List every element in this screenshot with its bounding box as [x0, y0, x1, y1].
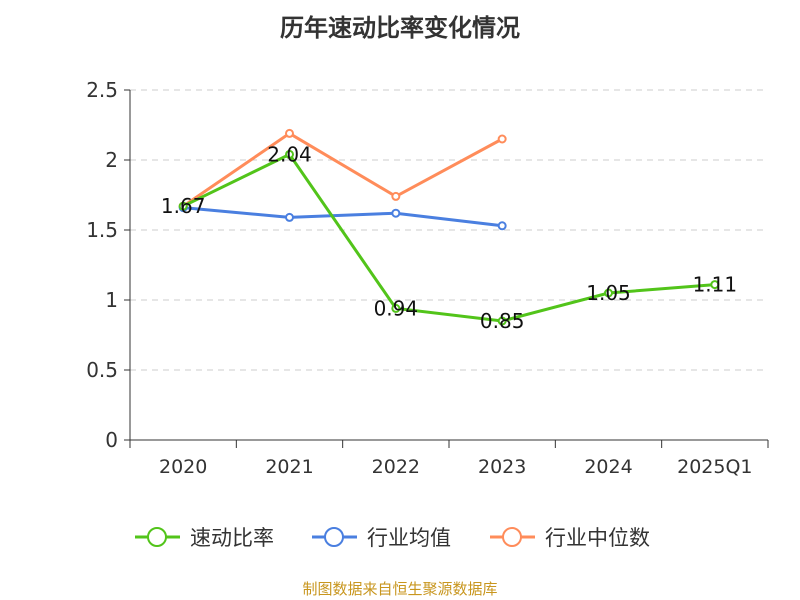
data-point [285, 149, 294, 159]
data-point [391, 191, 401, 201]
data-point [391, 303, 401, 313]
data-label: 1.11 [693, 273, 738, 297]
legend-marker [147, 527, 167, 547]
data-point [497, 134, 507, 144]
data-point [497, 221, 507, 231]
x-tick-label: 2021 [265, 456, 313, 478]
data-point [391, 208, 401, 218]
y-tick-label: 1 [105, 288, 118, 312]
legend-label: 行业中位数 [545, 526, 650, 550]
chart-title: 历年速动比率变化情况 [280, 14, 520, 42]
y-tick-label: 0.5 [86, 358, 118, 382]
legend-label: 行业均值 [367, 526, 451, 550]
data-point [497, 316, 507, 326]
legend-marker [502, 527, 522, 547]
data-label: 1.67 [161, 194, 206, 218]
data-label: 0.85 [480, 309, 525, 333]
y-tick-label: 2 [105, 148, 118, 172]
data-point [285, 128, 294, 138]
series-line-2 [182, 131, 503, 208]
data-label: 0.94 [374, 296, 419, 320]
data-point [285, 212, 294, 222]
y-tick-label: 0 [105, 428, 118, 452]
x-tick-label: 2022 [372, 456, 420, 478]
source-footer: 制图数据来自恒生聚源数据库 [302, 580, 498, 598]
x-tick-label: 2024 [584, 456, 632, 478]
data-point [710, 280, 720, 290]
data-label: 1.05 [586, 281, 631, 305]
data-point [604, 288, 613, 298]
series-line-1 [183, 206, 503, 228]
x-tick-label: 2023 [478, 456, 526, 478]
series-line-0 [182, 152, 715, 323]
x-tick-label: 2025Q1 [677, 456, 752, 478]
legend-marker [324, 527, 344, 547]
y-tick-label: 2.5 [86, 78, 118, 102]
legend-label: 速动比率 [190, 526, 274, 550]
x-tick-label: 2020 [159, 456, 207, 478]
data-label: 2.04 [267, 142, 312, 166]
data-point [178, 201, 188, 211]
y-tick-label: 1.5 [86, 218, 118, 242]
